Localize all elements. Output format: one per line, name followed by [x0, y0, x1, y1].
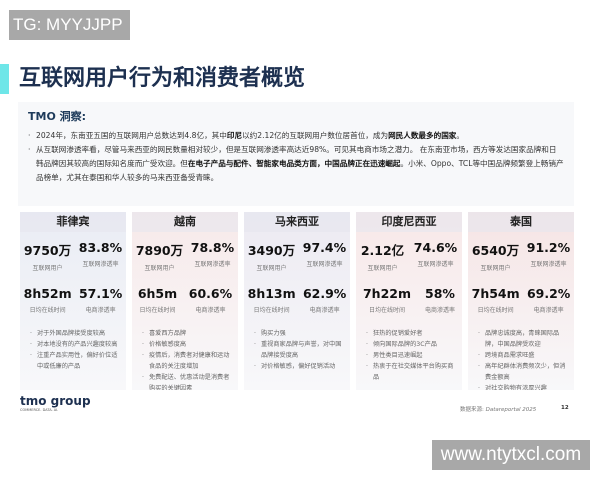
country-name: 泰国: [468, 212, 574, 232]
note-item: 高年纪群体消费频次少，但消费金额高: [478, 361, 568, 383]
consumer-notes: 品牌忠诚度高，青睐国际品牌，中国品牌受欢迎跨境商品需求旺盛高年纪群体消费频次少，…: [478, 328, 568, 390]
internet-penetration-stat: 74.6% 互联网渗透率: [413, 240, 458, 268]
internet-penetration-stat: 97.4% 互联网渗透率: [302, 240, 347, 268]
tmo-logo: tmo group COMMERCE. DATA. AI.: [20, 394, 91, 412]
watermark-bottom: www.ntytxcl.com: [432, 440, 590, 470]
country-card: 菲律宾 9750万 互联网用户 83.8% 互联网渗透率 8h52m 日均在线时间 57.…: [20, 212, 126, 390]
consumer-notes: 购买力强重视商家品牌与声誉，对中国品牌接受度高对价格敏感，偏好促销活动: [254, 328, 344, 372]
note-item: 狂热的促销爱好者: [366, 328, 456, 339]
ecommerce-penetration-stat: 57.1% 电商渗透率: [78, 286, 123, 314]
insight-point-1: 2024年，东南亚五国的互联网用户总数达到4.8亿，其中印尼以约2.12亿的互联…: [28, 129, 564, 143]
country-card: 越南 7890万 互联网用户 78.8% 互联网渗透率 6h5m 日均在线时间 60.6%…: [132, 212, 238, 390]
internet-users-stat: 2.12亿 互联网用户: [360, 243, 405, 272]
data-source: 数据来源: Datareportal 2025: [460, 407, 537, 413]
daily-online-time-stat: 7h22m 日均在线时间: [362, 286, 412, 314]
note-item: 购买力强: [254, 328, 344, 339]
country-card: 泰国 6540万 互联网用户 91.2% 互联网渗透率 7h54m 日均在线时间 69.2…: [468, 212, 574, 390]
note-item: 对价格敏感，偏好促销活动: [254, 361, 344, 372]
note-item: 倾向国际品牌的3C产品: [366, 339, 456, 350]
daily-online-time-stat: 8h13m 日均在线时间: [247, 286, 296, 314]
page-title: 互联网用户行为和消费者概览: [19, 66, 306, 91]
note-item: 重视商家品牌与声誉，对中国品牌接受度高: [254, 339, 344, 361]
internet-penetration-stat: 83.8% 互联网渗透率: [78, 240, 123, 268]
internet-users-stat: 9750万 互联网用户: [23, 243, 72, 272]
note-item: 对社交购物有浓厚兴趣: [478, 383, 568, 390]
daily-online-time-stat: 7h54m 日均在线时间: [471, 286, 520, 314]
internet-users-stat: 7890万 互联网用户: [135, 243, 184, 272]
page-number: 12: [561, 405, 569, 411]
ecommerce-penetration-stat: 60.6% 电商渗透率: [188, 286, 233, 314]
internet-penetration-stat: 91.2% 互联网渗透率: [526, 240, 571, 268]
consumer-notes: 狂热的促销爱好者倾向国际品牌的3C产品男性类目迅速崛起热衷于在社交媒体平台购买商…: [366, 328, 456, 383]
note-item: 对于外国品牌接受度较高: [30, 328, 120, 339]
note-item: 免费配送、优惠活动是消费者购买的关键因素: [142, 372, 232, 390]
note-item: 对本地没有的产品兴趣度较高: [30, 339, 120, 350]
note-item: 喜爱西方品牌: [142, 328, 232, 339]
daily-online-time-stat: 8h52m 日均在线时间: [23, 286, 72, 314]
consumer-notes: 对于外国品牌接受度较高对本地没有的产品兴趣度较高注重产品实用性，偏好价位适中或低…: [30, 328, 120, 372]
internet-users-stat: 6540万 互联网用户: [471, 243, 520, 272]
watermark-top: TG: MYYJJPP: [9, 10, 130, 40]
note-item: 男性类目迅速崛起: [366, 350, 456, 361]
country-name: 印度尼西亚: [356, 212, 462, 232]
insight-box: TMO 洞察: 2024年，东南亚五国的互联网用户总数达到4.8亿，其中印尼以约…: [18, 102, 574, 206]
note-item: 注重产品实用性，偏好价位适中或低廉的产品: [30, 350, 120, 372]
note-item: 疫情后，消费者对健康和运动食品的关注度增加: [142, 350, 232, 372]
country-name: 菲律宾: [20, 212, 126, 232]
ecommerce-penetration-stat: 69.2% 电商渗透率: [526, 286, 571, 314]
country-card: 印度尼西亚 2.12亿 互联网用户 74.6% 互联网渗透率 7h22m 日均在线时间 5…: [356, 212, 462, 390]
country-card: 马来西亚 3490万 互联网用户 97.4% 互联网渗透率 8h13m 日均在线时间 62…: [244, 212, 350, 390]
internet-penetration-stat: 78.8% 互联网渗透率: [190, 240, 235, 268]
insight-heading: TMO 洞察:: [28, 110, 87, 123]
internet-users-stat: 3490万 互联网用户: [247, 243, 296, 272]
insight-point-2: 从互联网渗透率看，尽管马来西亚的网民数量相对较少，但是互联网渗透率高达近98%。…: [28, 143, 564, 185]
consumer-notes: 喜爱西方品牌价格敏感度高疫情后，消费者对健康和运动食品的关注度增加免费配送、优惠…: [142, 328, 232, 390]
title-accent-bar: [0, 64, 9, 94]
country-name: 马来西亚: [244, 212, 350, 232]
daily-online-time-stat: 6h5m 日均在线时间: [137, 286, 178, 314]
ecommerce-penetration-stat: 58% 电商渗透率: [424, 286, 455, 314]
note-item: 热衷于在社交媒体平台购买商品: [366, 361, 456, 383]
note-item: 价格敏感度高: [142, 339, 232, 350]
note-item: 品牌忠诚度高，青睐国际品牌，中国品牌受欢迎: [478, 328, 568, 350]
note-item: 跨境商品需求旺盛: [478, 350, 568, 361]
country-name: 越南: [132, 212, 238, 232]
ecommerce-penetration-stat: 62.9% 电商渗透率: [302, 286, 347, 314]
